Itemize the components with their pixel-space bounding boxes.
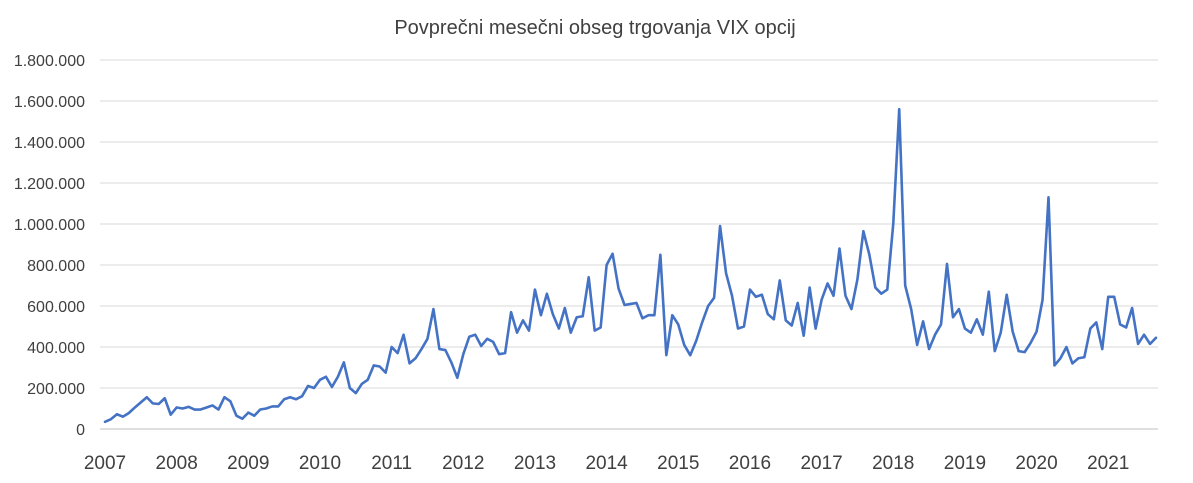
x-tick-label: 2012: [442, 453, 484, 474]
x-tick-label: 2009: [227, 453, 269, 474]
x-tick-label: 2019: [944, 453, 986, 474]
series-line: [103, 107, 1158, 424]
y-tick-label: 1.000.000: [14, 217, 85, 234]
y-tick-label: 1.600.000: [14, 94, 85, 111]
y-axis-tick-labels: 0 200.000 400.000 600.000 800.000 1.000.000 1.…: [14, 53, 85, 439]
y-tick-label: 200.000: [27, 381, 85, 398]
y-tick-label: 800.000: [27, 258, 85, 275]
x-tick-label: 2011: [371, 453, 412, 474]
x-tick-label: 2015: [657, 453, 699, 474]
x-tick-label: 2013: [514, 453, 556, 474]
y-tick-label: 400.000: [27, 340, 85, 357]
x-tick-label: 2017: [800, 453, 842, 474]
x-axis-tick-labels: 2007 2008 2009 2010 2011 2012 2013 2014 2015 2016…: [84, 453, 1130, 474]
series-layer: [103, 107, 1158, 424]
x-tick-label: 2007: [84, 453, 126, 474]
gridlines: [100, 59, 1158, 389]
x-tick-label: 2018: [872, 453, 914, 474]
x-tick-label: 2014: [585, 453, 628, 474]
y-tick-label: 1.200.000: [14, 176, 85, 193]
y-tick-label: 0: [76, 422, 85, 439]
x-tick-label: 2021: [1087, 453, 1129, 474]
x-tick-label: 2020: [1015, 453, 1057, 474]
x-tick-label: 2016: [729, 453, 771, 474]
x-tick-label: 2008: [156, 453, 198, 474]
y-tick-label: 600.000: [27, 299, 85, 316]
chart-title: Povprečni mesečni obseg trgovanja VIX op…: [394, 17, 795, 39]
x-tick-label: 2010: [299, 453, 341, 474]
y-tick-label: 1.400.000: [14, 135, 85, 152]
y-tick-label: 1.800.000: [14, 53, 85, 70]
